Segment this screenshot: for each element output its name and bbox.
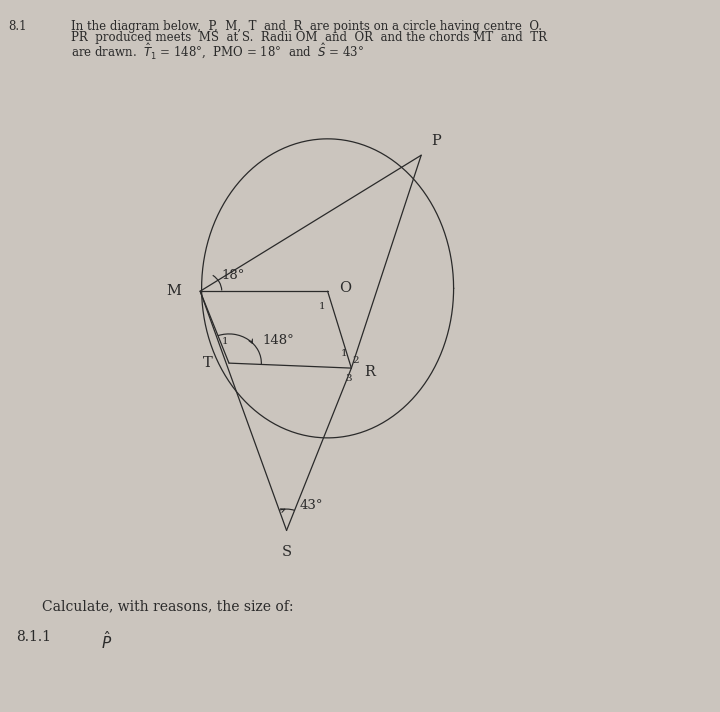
Text: 18°: 18° bbox=[222, 269, 245, 282]
Text: 43°: 43° bbox=[300, 499, 323, 512]
Text: In the diagram below,  P,  M,  T  and  R  are points on a circle having centre  : In the diagram below, P, M, T and R are … bbox=[71, 20, 541, 33]
Text: 148°: 148° bbox=[262, 334, 294, 347]
Text: T: T bbox=[203, 356, 213, 370]
Text: PR  produced meets  MS  at S.  Radii OM  and  OR  and the chords MT  and  TR: PR produced meets MS at S. Radii OM and … bbox=[71, 31, 546, 44]
Text: 1: 1 bbox=[319, 303, 326, 311]
Text: R: R bbox=[364, 365, 375, 379]
Text: 8.1.1: 8.1.1 bbox=[16, 630, 51, 644]
Text: 1: 1 bbox=[221, 337, 228, 346]
Text: are drawn.  $\hat{T}_1$ = 148°,  PMO = 18°  and  $\hat{S}$ = 43°: are drawn. $\hat{T}_1$ = 148°, PMO = 18°… bbox=[71, 42, 364, 61]
Text: 2: 2 bbox=[352, 356, 359, 365]
Text: $\hat{P}$: $\hat{P}$ bbox=[101, 630, 112, 652]
Text: 3: 3 bbox=[345, 374, 352, 382]
Text: O: O bbox=[339, 281, 351, 295]
Text: 8.1: 8.1 bbox=[9, 20, 27, 33]
Text: P: P bbox=[431, 134, 441, 148]
Text: 1: 1 bbox=[341, 350, 348, 358]
Text: M: M bbox=[166, 284, 181, 298]
Text: Calculate, with reasons, the size of:: Calculate, with reasons, the size of: bbox=[42, 600, 293, 614]
Text: S: S bbox=[282, 545, 292, 559]
